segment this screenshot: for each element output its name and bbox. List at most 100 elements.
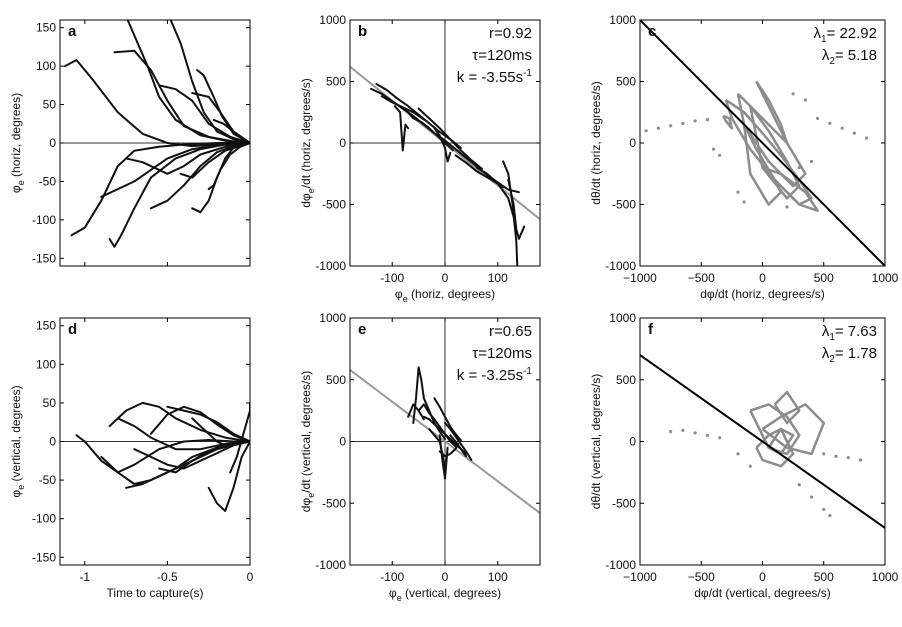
velocity-dot-8 — [828, 121, 832, 125]
velocity-dot-5 — [693, 119, 697, 123]
y-tick-label: 0 — [339, 136, 346, 150]
y-tick-label: 0 — [49, 136, 56, 150]
plot-area — [60, 20, 250, 248]
panel-c: −1000 −500 0 500 1000 -1000 -500 0 500 1000 c dφ/dt… — [589, 13, 899, 301]
x-tick-label: -0.5 — [157, 570, 178, 584]
annotation-text: r=0.92 — [489, 25, 532, 42]
trajectory-9 — [116, 417, 250, 451]
y-tick-label: -100 — [32, 213, 56, 227]
velocity-dot-15 — [748, 464, 752, 468]
velocity-dot-11 — [809, 495, 814, 499]
annotation-superscript: -1 — [523, 68, 532, 79]
diagonal-reference-line — [640, 20, 885, 266]
y-axis-label: dφe/dt (vertical, degrees/s) — [299, 371, 316, 513]
x-tick-label: 0 — [442, 271, 449, 285]
annotation-line: λ1= 7.63 — [822, 323, 877, 343]
plot-area — [60, 401, 250, 512]
trajectory-2 — [417, 403, 457, 448]
trajectory-5 — [196, 69, 250, 144]
trajectory-16 — [212, 118, 250, 144]
trajectory-8 — [70, 142, 250, 237]
regression-line — [350, 369, 540, 514]
annotation-value: = 5.18 — [835, 47, 877, 64]
y-axis-label: dθ/dt (horiz, degrees/s) — [589, 81, 603, 204]
plot-area — [640, 20, 885, 266]
annotation-line: k = -3.25s-1 — [457, 366, 533, 384]
velocity-dot-7 — [816, 116, 820, 120]
velocity-dot-4 — [681, 121, 685, 125]
x-axis-label-main: φ — [389, 586, 397, 600]
annotation-text: τ=120ms — [472, 345, 532, 362]
x-axis-label: φe (vertical, degrees) — [389, 586, 501, 603]
x-tick-label: −1000 — [623, 271, 657, 285]
trajectory-7 — [444, 422, 473, 461]
y-tick-label: 150 — [36, 21, 56, 35]
trajectory-9 — [502, 160, 519, 266]
velocity-dot-18 — [785, 205, 789, 209]
trajectory-5 — [438, 434, 449, 480]
y-tick-label: -150 — [32, 251, 56, 265]
y-tick-label: 500 — [616, 373, 636, 387]
velocity-loop-2 — [761, 403, 826, 456]
annotation-line: τ=120ms — [472, 345, 532, 362]
x-axis-label: φe (horiz, degrees) — [395, 287, 495, 304]
x-tick-label: −500 — [688, 570, 715, 584]
velocity-loop-4 — [742, 124, 783, 206]
y-axis-label: φe (vertical, degrees) — [9, 385, 26, 497]
y-tick-label: -1000 — [605, 259, 636, 273]
x-axis-label-rest: (vertical, degrees) — [402, 586, 501, 600]
y-axis-label-sub: e — [16, 485, 26, 490]
trajectory-9 — [407, 403, 425, 421]
y-axis-label-main: φ — [9, 490, 23, 498]
velocity-loop-4 — [773, 390, 801, 425]
annotation-value: = 7.63 — [835, 323, 877, 340]
y-tick-label: 500 — [326, 75, 346, 89]
annotation-line: r=0.65 — [489, 323, 532, 340]
x-tick-label: -100 — [380, 271, 404, 285]
x-axis-label: dφ/dt (horiz, degrees/s) — [700, 287, 825, 301]
panel-letter: e — [358, 321, 366, 338]
velocity-dot-10 — [797, 483, 801, 487]
y-axis-label-rest: /dt (vertical, degrees/s) — [299, 371, 313, 493]
y-tick-label: -500 — [612, 496, 636, 510]
trajectory-5 — [149, 405, 250, 443]
x-axis-label: Time to capture(s) — [107, 586, 204, 600]
y-tick-label: 0 — [339, 435, 346, 449]
annotation-line: λ1= 22.92 — [813, 25, 877, 45]
annotation-value: = 22.92 — [827, 25, 877, 42]
trajectory-1 — [75, 434, 250, 474]
annotation-line: k = -3.55s-1 — [457, 68, 533, 86]
velocity-loop-7 — [755, 80, 789, 145]
y-axis-label-rest: (vertical, degrees) — [9, 385, 23, 484]
y-tick-label: 0 — [49, 435, 56, 449]
plot-area — [350, 318, 540, 565]
panel-a: -150 -100 -50 0 50 100 150 a φe (horiz, degrees) — [9, 19, 251, 267]
y-tick-label: 1000 — [609, 311, 636, 325]
x-tick-label: 100 — [488, 271, 508, 285]
x-axis-label: dφ/dt (vertical, degrees/s) — [694, 586, 831, 600]
x-tick-label: 1000 — [872, 570, 899, 584]
velocity-dot-7 — [834, 454, 838, 458]
velocity-dot-4 — [705, 433, 709, 437]
velocity-loop-6 — [761, 166, 819, 212]
trajectory-8 — [207, 440, 250, 512]
annotation-subscript: 2 — [829, 354, 835, 365]
velocity-dot-2 — [656, 126, 660, 130]
annotation-superscript: -1 — [523, 366, 532, 377]
x-tick-label: −500 — [688, 271, 715, 285]
x-tick-label: 0 — [442, 570, 449, 584]
annotation-value: = 1.78 — [835, 345, 877, 362]
velocity-dot-1 — [669, 430, 673, 434]
y-tick-label: -500 — [612, 198, 636, 212]
trajectory-6 — [433, 397, 462, 442]
y-tick-label: -150 — [32, 550, 56, 564]
x-axis-label-main: φ — [395, 287, 403, 301]
y-axis-label-rest: (horiz, degrees) — [9, 93, 23, 180]
trajectory-11 — [149, 142, 250, 210]
trajectory-10 — [417, 107, 483, 170]
panel-letter: d — [68, 321, 77, 338]
trajectory-3 — [393, 105, 410, 152]
panel-d: -1 -0.5 0 -150 -100 -50 0 50 100 150 d Time to capt… — [9, 317, 254, 600]
plot-area — [350, 20, 540, 266]
